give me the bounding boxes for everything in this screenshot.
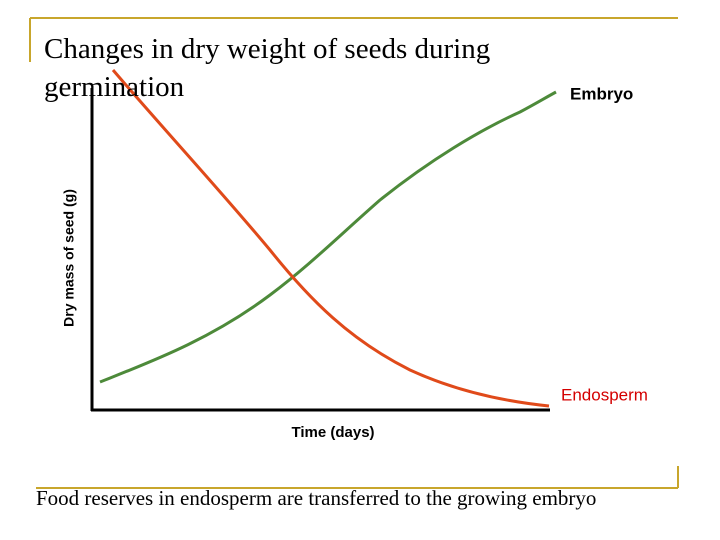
- caption: Food reserves in endosperm are transferr…: [36, 486, 597, 510]
- frame: [29, 17, 679, 489]
- x-axis-label: Time (days): [291, 424, 374, 441]
- y-axis-label: Dry mass of seed (g): [61, 189, 77, 327]
- title: Changes in dry weight of seeds during ge…: [44, 33, 491, 103]
- endosperm-label: Endosperm: [561, 385, 648, 404]
- embryo-label: Embryo: [570, 84, 633, 103]
- endosperm-curve: [111, 69, 550, 408]
- embryo-curve: [99, 90, 557, 384]
